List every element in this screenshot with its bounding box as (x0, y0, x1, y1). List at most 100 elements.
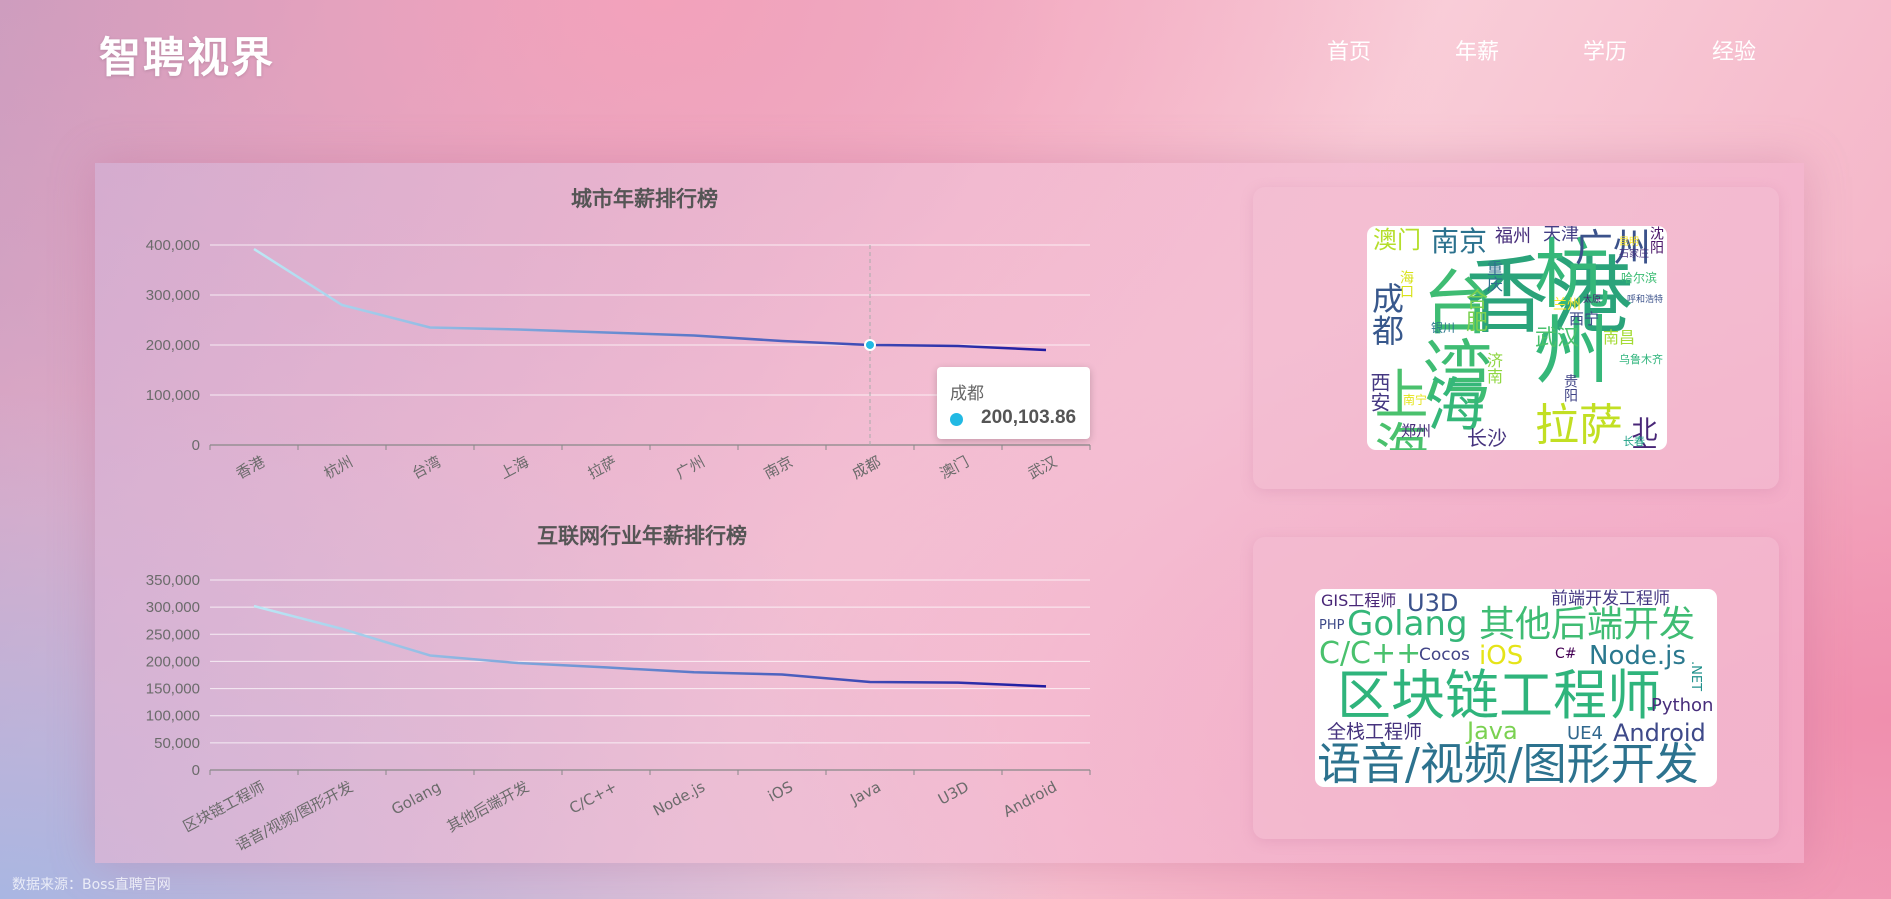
wordcloud-word: 南昌 (1603, 328, 1636, 347)
wordcloud-word: 呼和浩特 (1627, 295, 1664, 305)
wordcloud-word: 郑州 (1401, 422, 1432, 440)
wordcloud-word: 沈阳 (1648, 226, 1664, 254)
x-tick-label: 拉萨 (585, 453, 620, 483)
wordcloud-word: 成都 (1367, 282, 1405, 346)
y-tick-label: 0 (192, 762, 200, 779)
wordcloud-word: UE4 (1567, 723, 1603, 744)
city-wordcloud-card: 香港 杭州 台湾 上海海拉萨 广州 南京 成都 北京 长沙 武汉 西安 福州 天津 澳门 沈阳 合肥 重庆 南昌济… (1253, 187, 1779, 489)
wordcloud-word: 海 (1427, 371, 1486, 439)
wordcloud-word: 其他后端开发 (1479, 604, 1696, 645)
wordcloud-word: 长春 (1623, 435, 1645, 448)
wordcloud-word: 武汉 (1535, 326, 1580, 351)
x-tick-label: C/C++ (566, 778, 620, 818)
wordcloud-word: .NET (1688, 661, 1703, 692)
x-tick-label: 武汉 (1025, 453, 1060, 483)
y-tick-label: 100,000 (146, 387, 200, 404)
city-chart-plot[interactable]: 0 100,000 200,000 300,000 400,000 香港 杭州 台湾 上海 拉萨 广… (110, 183, 1110, 503)
wordcloud-word: 前端开发工程师 (1551, 589, 1670, 609)
wordcloud-word: 海口 (1398, 270, 1414, 298)
wordcloud-word: Android (1613, 719, 1706, 747)
wordcloud-word: C/C++ (1319, 636, 1422, 671)
wordcloud-word: 全栈工程师 (1327, 721, 1423, 743)
x-tick-label: 成都 (849, 453, 884, 483)
wordcloud-word: Python (1651, 695, 1714, 716)
x-tick-label: 香港 (233, 453, 268, 483)
wordcloud-word: 香港 (1465, 247, 1634, 345)
wordcloud-word: 北京 (1627, 416, 1657, 450)
y-tick-label: 200,000 (146, 337, 200, 354)
industry-chart-title: 互联网行业年薪排行榜 (537, 524, 747, 548)
wordcloud-word: PHP (1319, 618, 1345, 633)
wordcloud-word: 拉萨 (1535, 400, 1623, 450)
x-tick-label: 上海 (497, 453, 532, 483)
city-salary-chart[interactable]: 城市年薪排行榜 0 100,000 200,000 300,000 400,000 香港 杭… (110, 183, 1110, 503)
tooltip-value: 200,103.86 (981, 407, 1077, 428)
nav-salary[interactable]: 年薪 (1455, 40, 1500, 65)
wordcloud-word: 银川 (1431, 321, 1456, 335)
wordcloud-word: Golang (1347, 604, 1468, 644)
y-tick-label: 150,000 (146, 681, 200, 698)
data-point (864, 338, 876, 351)
x-tick-label: Android (1000, 778, 1060, 821)
x-tick-label: 台湾 (409, 453, 444, 483)
wordcloud-word: 上海 (1367, 366, 1428, 450)
wordcloud-word: 兰州 (1553, 297, 1581, 313)
y-tick-label: 350,000 (146, 572, 200, 589)
wordcloud-word: 济南 (1484, 352, 1503, 384)
y-tick-label: 250,000 (146, 626, 200, 643)
city-wordcloud: 香港 杭州 台湾 上海海拉萨 广州 南京 成都 北京 长沙 武汉 西安 福州 天津 澳门 沈阳 合肥 重庆 南昌济… (1367, 226, 1667, 450)
tooltip-label: 成都 (950, 384, 984, 404)
x-tick-label: 澳门 (937, 453, 972, 483)
series-line (253, 604, 1047, 688)
wordcloud-word: 贵阳 (1562, 374, 1578, 402)
x-tick-label: 杭州 (321, 453, 356, 483)
wordcloud-word: 澳门 (1373, 226, 1421, 254)
x-tick-label: Node.js (650, 778, 708, 820)
wordcloud-word: 广州 (1575, 226, 1652, 270)
wordcloud-word: Node.js (1589, 641, 1686, 671)
wordcloud-word: 西安 (1367, 372, 1391, 412)
wordcloud-word: iOS (1479, 641, 1524, 671)
industry-salary-chart[interactable]: 互联网行业年薪排行榜 0 50,000 100,000 150,000 200,000 2… (110, 520, 1110, 860)
wordcloud-word: GIS工程师 (1321, 591, 1397, 610)
main-nav: 首页 年薪 学历 经验 (1300, 34, 1780, 68)
wordcloud-word: 南宁 (1403, 393, 1428, 407)
wordcloud-word: U3D (1407, 589, 1459, 617)
x-tick-label: U3D (935, 778, 972, 809)
x-tick-label: Java (847, 778, 884, 809)
y-tick-label: 300,000 (146, 287, 200, 304)
wordcloud-word: 西宁 (1569, 310, 1600, 328)
series-line (253, 247, 1047, 352)
wordcloud-word: 哈尔滨 (1621, 271, 1658, 285)
wordcloud-word: 乌鲁木齐 (1619, 353, 1663, 366)
city-chart-title: 城市年薪排行榜 (571, 187, 718, 211)
chart-tooltip: 成都 200,103.86 (937, 367, 1090, 439)
wordcloud-word: 太原 (1583, 295, 1602, 305)
wordcloud-word: 重庆 (1484, 260, 1503, 292)
wordcloud-word: 石家庄 (1619, 249, 1649, 260)
y-tick-label: 300,000 (146, 599, 200, 616)
wordcloud-word: 区块链工程师 (1337, 664, 1661, 727)
nav-home[interactable]: 首页 (1327, 40, 1372, 65)
nav-experience[interactable]: 经验 (1712, 40, 1757, 65)
y-tick-label: 200,000 (146, 653, 200, 670)
data-source-note: 数据来源：Boss直聘官网 (12, 877, 171, 893)
site-logo[interactable]: 智聘视界 (99, 33, 276, 82)
wordcloud-word: 昆明 (1619, 237, 1639, 248)
nav-education[interactable]: 学历 (1583, 40, 1628, 65)
industry-chart-plot[interactable]: 0 50,000 100,000 150,000 200,000 250,000 300,0… (110, 520, 1110, 860)
wordcloud-word: 合肥 (1462, 288, 1487, 332)
x-tick-label: Golang (388, 778, 443, 819)
wordcloud-word: 南京 (1431, 226, 1488, 258)
wordcloud-word: 福州 (1495, 226, 1531, 247)
x-tick-label: 南京 (761, 453, 796, 483)
tooltip-dot-icon (950, 413, 963, 426)
y-tick-label: 400,000 (146, 237, 200, 254)
wordcloud-word: 语音/视频/图形开发 (1317, 739, 1699, 787)
x-tick-label: iOS (765, 778, 796, 806)
industry-wordcloud: 区块链工程师语音/视频/图形开发 Golang 其他后端开发 C/C++ Node.js… (1315, 589, 1717, 787)
y-tick-label: 100,000 (146, 708, 200, 725)
industry-wordcloud-card: 区块链工程师语音/视频/图形开发 Golang 其他后端开发 C/C++ Node.js… (1253, 537, 1779, 839)
wordcloud-word: C# (1555, 646, 1577, 662)
wordcloud-word: 天津 (1543, 226, 1579, 245)
